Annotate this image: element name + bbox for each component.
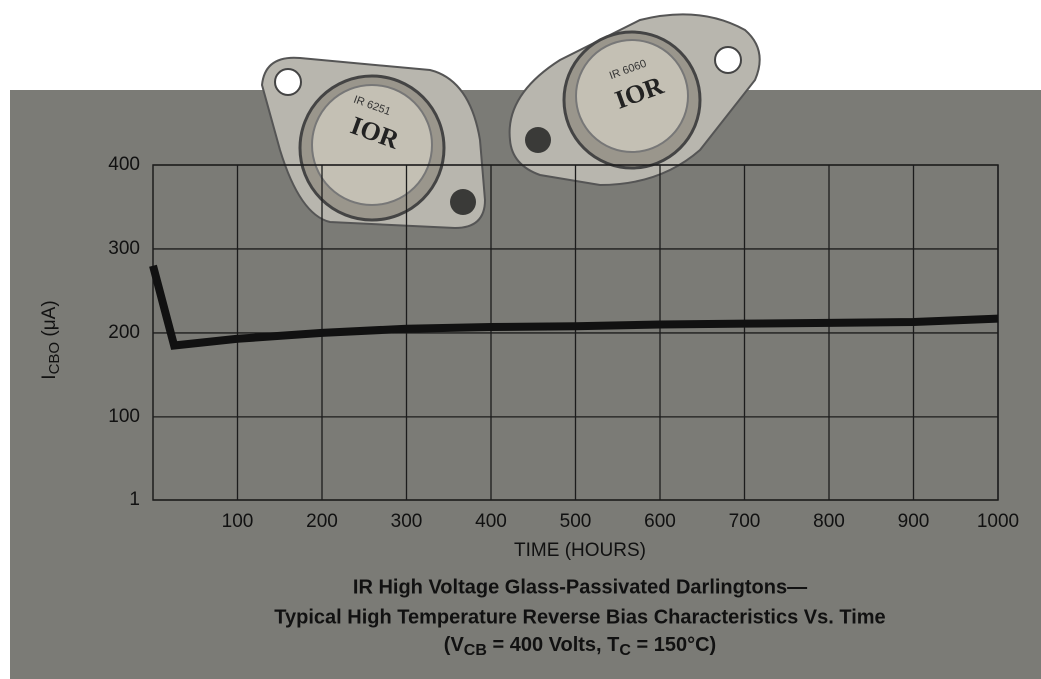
y-title-part: (μA)	[39, 300, 60, 342]
y-tick-label: 300	[108, 238, 140, 259]
y-tick-label: 1	[129, 489, 140, 510]
conditions-part: = 150°C)	[631, 634, 716, 656]
y-title-part: I	[39, 374, 60, 379]
conditions-part: (V	[444, 634, 465, 656]
x-tick-label: 100	[222, 511, 254, 532]
data-line	[149, 264, 999, 350]
x-axis-title: TIME (HOURS)	[514, 540, 646, 561]
chart-title: Typical High Temperature Reverse Bias Ch…	[274, 606, 885, 628]
x-tick-label: 1000	[977, 511, 1019, 532]
x-tick-label: 400	[475, 511, 507, 532]
conditions-sub: CB	[464, 642, 487, 659]
x-tick-label: 700	[729, 511, 761, 532]
x-tick-label: 200	[306, 511, 338, 532]
y-title-sub: CBO	[46, 342, 63, 375]
plot-area	[152, 164, 999, 501]
conditions-sub: C	[619, 642, 631, 659]
transistor-photo	[260, 56, 487, 230]
x-tick-label: 300	[391, 511, 423, 532]
x-tick-label: 600	[644, 511, 676, 532]
conditions: (VCB = 400 Volts, TC = 150°C)	[444, 634, 716, 659]
conditions-part: = 400 Volts, T	[487, 634, 619, 656]
y-axis-title: ICBO (μA)	[39, 300, 63, 379]
y-tick-label: 200	[108, 322, 140, 343]
x-tick-label: 800	[813, 511, 845, 532]
x-tick-label: 500	[560, 511, 592, 532]
gray-panel	[10, 90, 1041, 679]
chart-title: IR High Voltage Glass-Passivated Darling…	[353, 576, 807, 598]
y-tick-label: 400	[108, 154, 140, 175]
x-tick-label: 900	[898, 511, 930, 532]
y-tick-label: 100	[108, 406, 140, 427]
transistor-photo	[508, 13, 761, 187]
